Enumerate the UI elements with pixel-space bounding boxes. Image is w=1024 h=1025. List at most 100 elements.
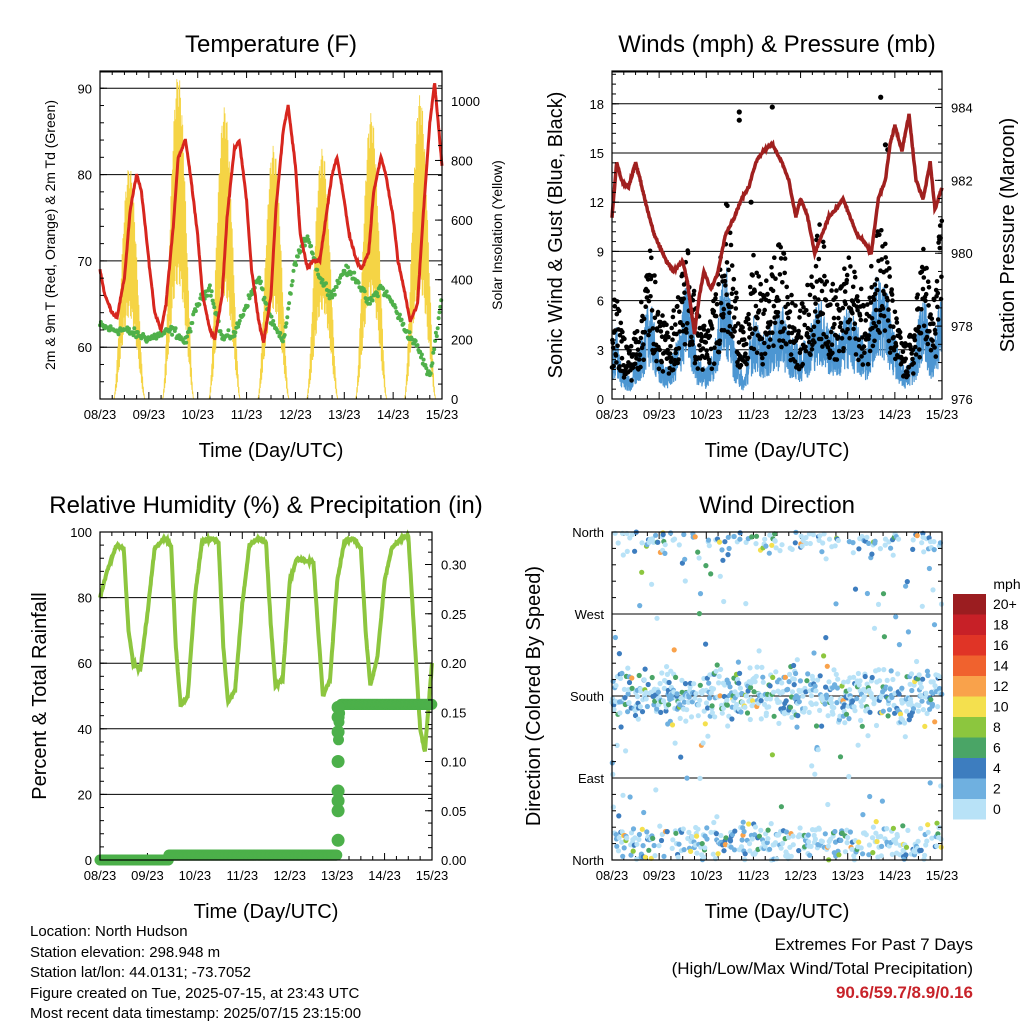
direction-point xyxy=(773,545,779,551)
gust-point xyxy=(784,284,789,290)
gust-point xyxy=(814,237,819,243)
direction-point xyxy=(720,705,727,711)
direction-point xyxy=(632,835,638,841)
gust-point xyxy=(882,291,887,297)
direction-point xyxy=(810,676,816,683)
gust-point xyxy=(721,306,727,312)
direction-point xyxy=(832,543,838,549)
gust-point xyxy=(748,326,753,331)
direction-point xyxy=(620,552,626,558)
gust-point xyxy=(928,312,933,317)
gust-point xyxy=(765,291,770,297)
y-tick-label: 0 xyxy=(85,853,92,868)
direction-point xyxy=(650,835,656,842)
y2-tick-label: 0.20 xyxy=(441,656,466,671)
direction-point xyxy=(904,708,910,714)
direction-point xyxy=(787,704,794,710)
colorbar-swatch xyxy=(953,696,986,717)
dewpoint-point xyxy=(245,304,250,308)
gust-point xyxy=(880,306,886,311)
gust-point xyxy=(929,316,935,322)
direction-point xyxy=(677,715,683,722)
direction-point xyxy=(672,740,678,746)
direction-point xyxy=(645,681,651,688)
x-tick-label: 13/23 xyxy=(831,868,864,883)
direction-point xyxy=(791,682,797,688)
gust-point xyxy=(781,251,787,256)
gust-point xyxy=(835,334,841,340)
direction-point xyxy=(849,846,855,852)
direction-point xyxy=(636,672,642,679)
direction-point xyxy=(656,843,662,849)
gust-point xyxy=(620,329,625,335)
y-axis-label: Direction (Colored By Speed) xyxy=(523,566,545,826)
direction-point xyxy=(624,548,630,555)
direction-point xyxy=(834,700,840,706)
gust-point xyxy=(785,301,791,307)
gust-point xyxy=(780,338,786,344)
direction-point xyxy=(639,569,645,575)
direction-point xyxy=(869,551,875,557)
direction-point xyxy=(789,546,795,553)
y-tick-label: 9 xyxy=(597,244,604,259)
direction-point xyxy=(903,844,910,850)
direction-point xyxy=(830,711,836,717)
dewpoint-point xyxy=(309,244,314,248)
direction-point xyxy=(764,839,770,846)
x-axis-label: Time (Day/UTC) xyxy=(199,440,344,462)
gust-point xyxy=(644,295,650,300)
direction-point xyxy=(749,534,755,540)
series-total-rainfall xyxy=(94,698,438,866)
direction-point xyxy=(865,733,871,739)
dewpoint-point xyxy=(135,330,140,335)
gust-point xyxy=(632,361,638,367)
gust-point xyxy=(740,325,745,330)
colorbar-swatch xyxy=(953,717,986,738)
dewpoint-point xyxy=(413,339,418,343)
y-tick-label: South xyxy=(570,689,604,704)
gust-point xyxy=(874,277,880,282)
direction-point xyxy=(742,851,748,857)
direction-point xyxy=(785,686,791,693)
gust-point xyxy=(672,357,678,363)
gust-point xyxy=(701,323,707,329)
direction-point xyxy=(808,843,814,850)
direction-point xyxy=(683,718,689,724)
gust-point xyxy=(867,348,873,354)
gust-point xyxy=(649,308,655,313)
extremes-subtitle: (High/Low/Max Wind/Total Precipitation) xyxy=(671,959,973,978)
gust-point xyxy=(682,342,688,347)
direction-point xyxy=(632,548,638,554)
gust-point xyxy=(712,345,717,351)
direction-point xyxy=(809,701,815,708)
direction-point xyxy=(855,670,862,677)
direction-point xyxy=(715,851,721,857)
direction-point xyxy=(837,754,844,760)
gust-point xyxy=(824,279,830,284)
direction-point xyxy=(718,832,724,839)
gust-point xyxy=(834,357,840,362)
gust-point xyxy=(703,332,709,338)
direction-point xyxy=(787,671,793,678)
gust-point xyxy=(858,286,864,292)
direction-point xyxy=(681,531,687,538)
colorbar-swatch xyxy=(953,758,986,779)
direction-point xyxy=(765,836,771,842)
gust-point xyxy=(681,282,687,287)
panel-1: Temperature (F) Time (Day/UTC) 2m & 9m T (… xyxy=(42,31,505,462)
gust-point xyxy=(934,279,940,284)
rainfall-point xyxy=(331,794,345,808)
colorbar-swatch xyxy=(953,655,986,676)
direction-point xyxy=(630,848,636,854)
gust-point xyxy=(777,338,782,343)
gust-point xyxy=(750,331,755,337)
direction-point xyxy=(747,716,753,723)
dewpoint-point xyxy=(285,315,290,320)
gust-point xyxy=(808,352,813,358)
x-tick-label: 09/23 xyxy=(643,407,676,422)
direction-point xyxy=(626,679,633,686)
direction-point xyxy=(813,688,819,694)
direction-point xyxy=(697,682,703,688)
gust-point xyxy=(721,328,727,333)
gust-point xyxy=(647,248,653,254)
